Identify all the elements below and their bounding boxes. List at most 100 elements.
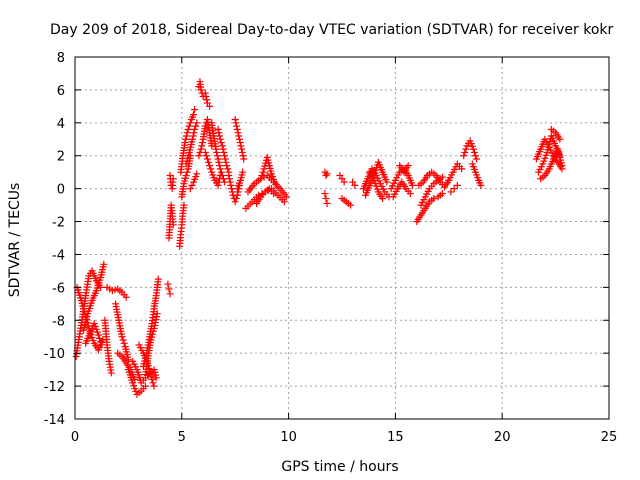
data-point [239,168,247,176]
data-point [206,162,214,170]
data-point [438,173,446,181]
y-tick-label: -14 [44,413,65,428]
data-point [321,190,329,198]
data-point [379,195,387,203]
data-point [257,175,265,183]
data-point [181,139,189,147]
data-point [458,165,466,173]
data-point [192,122,200,130]
data-point [274,183,282,191]
y-tick-label: -4 [52,248,65,263]
data-point [234,129,242,137]
data-point [408,181,416,189]
data-point [201,122,209,130]
data-point [234,188,242,196]
data-point [233,125,241,133]
data-point [152,316,160,324]
data-point [383,178,391,186]
data-point [218,171,226,179]
data-point [270,190,278,198]
data-point [180,201,188,209]
x-tick-label: 5 [178,430,186,445]
data-point [119,336,127,344]
tick-labels: -14 -12 -10 -8 -6 -4 -2 0 2 4 6 8 0 5 10 15 20 25 [44,51,618,445]
data-point [322,195,330,203]
data-point [153,313,161,321]
data-point [182,135,190,143]
data-point [462,145,470,153]
data-point [202,152,210,160]
data-point [216,162,224,170]
data-point [351,181,359,189]
y-axis-label: SDTVAR / TECUs [7,183,23,298]
data-point [120,339,128,347]
x-tick-label: 15 [387,430,404,445]
data-point [100,260,108,268]
data-point [189,132,197,140]
data-point [218,142,226,150]
data-point [453,181,461,189]
data-point [219,175,227,183]
y-tick-label: -6 [52,281,65,296]
data-point [323,170,331,178]
data-point [216,165,224,173]
data-point [198,142,206,150]
data-point [190,111,198,119]
data-point [219,145,227,153]
data-point [231,116,239,124]
axis-ticks [74,56,610,420]
data-point [96,334,104,342]
data-point [233,191,241,199]
y-tick-label: -12 [44,380,65,395]
data-point [201,148,209,156]
data-point [191,106,199,114]
data-point [224,165,232,173]
data-point [214,181,222,189]
data-point [201,89,209,97]
data-point [447,188,455,196]
data-point [213,148,221,156]
data-point [461,148,469,156]
data-point [340,178,348,186]
data-point [188,135,196,143]
data-point [150,325,158,332]
data-point [169,221,177,229]
data-point [322,171,330,179]
data-point [216,135,224,143]
grid [75,57,609,419]
data-point [227,181,235,189]
data-point [197,145,205,153]
y-tick-label: -2 [52,216,65,231]
data-point [258,190,266,198]
data-point [122,293,130,301]
data-point [217,139,225,147]
data-point [238,148,246,156]
data-point [222,158,230,166]
data-point [107,369,115,377]
data-point [169,175,177,183]
data-point [203,96,211,104]
y-tick-label: 6 [57,84,65,99]
data-point [235,135,243,143]
data-point [231,198,239,206]
data-point [213,152,221,160]
data-point [151,322,159,330]
data-point [460,152,468,160]
data-point [186,119,194,127]
data-point [202,92,210,100]
data-point [215,158,223,166]
data-point [226,178,234,186]
data-point [198,139,206,147]
x-tick-label: 25 [601,430,618,445]
data-point [240,155,248,163]
data-point [477,181,485,189]
data-point [216,132,224,140]
data-point [97,338,105,346]
data-point [404,162,412,170]
data-point [323,199,331,207]
data-point [430,195,438,203]
data-point [193,119,201,127]
data-point [258,171,266,179]
data-point [197,86,205,94]
